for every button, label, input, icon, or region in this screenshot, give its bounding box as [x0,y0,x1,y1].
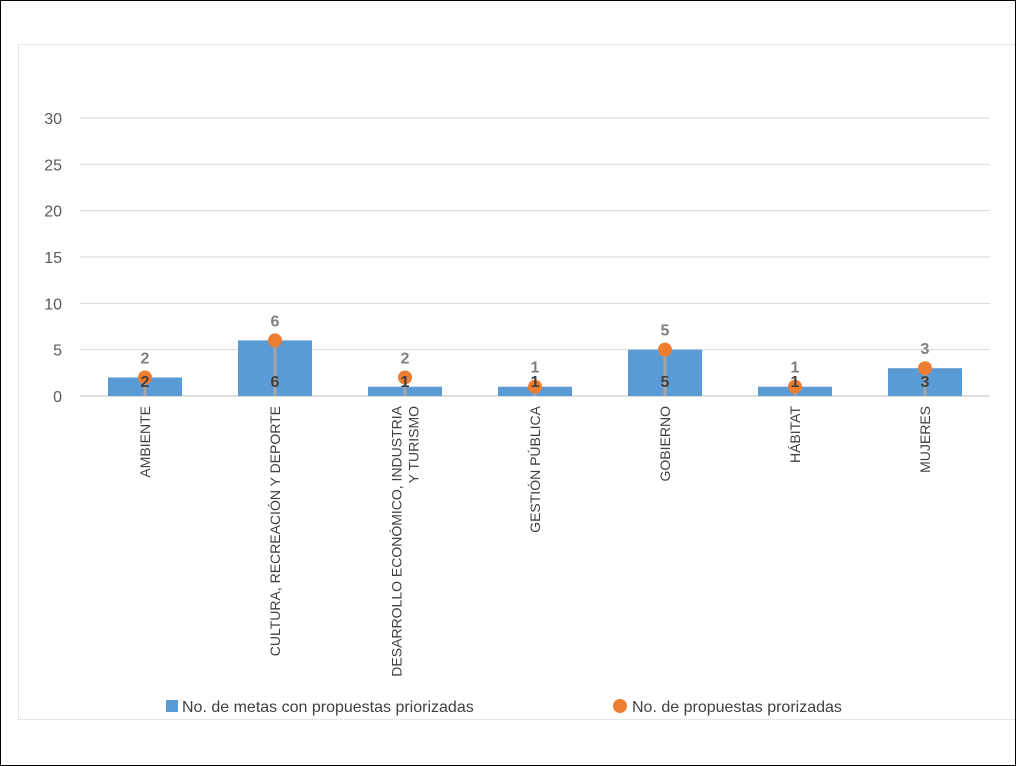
bar-value-label: 3 [921,374,930,391]
bar-data-labels: 2 6 1 1 5 1 3 [141,374,930,391]
bar-value-label: 1 [791,374,800,391]
bar-value-label: 1 [531,374,540,391]
legend: No. de metas con propuestas priorizadas … [166,699,842,716]
y-tick-label: 30 [44,111,62,128]
y-tick-label: 0 [53,389,62,406]
gridlines [80,117,990,397]
bar-value-label: 5 [661,374,670,391]
category-label: Y TURISMO [406,406,422,483]
data-point [658,342,672,357]
chart-area-frame [18,44,1016,720]
category-label: GESTIÓN PÚBLICA [527,405,543,532]
data-point [138,370,152,385]
point-value-label: 5 [661,323,670,340]
y-tick-label: 5 [53,343,62,360]
legend-swatch-bars [166,700,178,712]
category-label: GOBIERNO [657,406,673,482]
point-value-label: 2 [141,350,150,367]
legend-label-bars: No. de metas con propuestas priorizadas [182,699,474,716]
bar-value-label: 6 [271,374,280,391]
y-tick-label: 15 [44,250,62,267]
point-data-labels: 2 6 2 1 5 1 3 [141,313,930,376]
point-value-label: 1 [531,360,540,377]
y-tick-label: 20 [44,204,62,221]
category-labels: AMBIENTE CULTURA, RECREACIÓN Y DEPORTE DES… [137,405,933,676]
y-axis-ticks: 0 5 10 15 20 25 30 [44,111,62,406]
bar-value-label: 1 [401,374,410,391]
category-label: AMBIENTE [137,406,153,478]
y-tick-label: 10 [44,296,62,313]
legend-label-points: No. de propuestas prorizadas [632,699,842,716]
data-point [398,370,412,385]
category-label: CULTURA, RECREACIÓN Y DEPORTE [267,406,283,656]
point-value-label: 1 [791,360,800,377]
category-label: HÁBITAT [787,406,803,463]
category-label: DESARROLLO ECONÓMICO, INDUSTRIA [389,405,405,676]
point-value-label: 2 [401,350,410,367]
category-label: MUJERES [917,406,933,473]
data-point [268,333,282,348]
point-value-label: 3 [921,341,930,358]
data-point [788,379,802,394]
points [138,333,932,394]
bar-value-label: 2 [141,374,150,391]
y-tick-label: 25 [44,157,62,174]
data-point [918,361,932,376]
data-point [528,379,542,394]
legend-swatch-points [613,699,627,713]
point-value-label: 6 [271,313,280,330]
